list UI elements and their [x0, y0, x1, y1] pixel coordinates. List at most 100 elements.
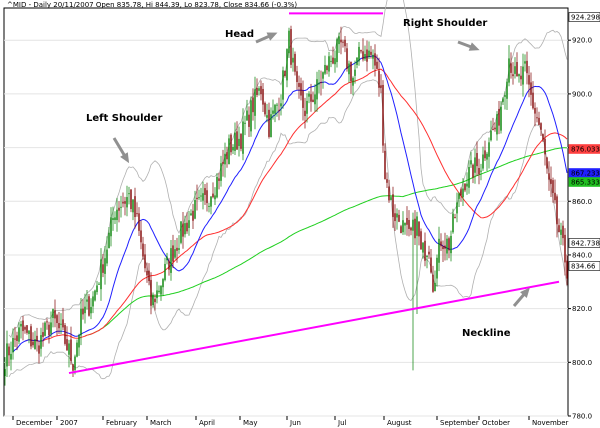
candle-body: [180, 221, 182, 243]
candle-body: [252, 97, 254, 113]
candle-body: [518, 74, 520, 77]
candle: [236, 121, 238, 150]
candle: [442, 240, 444, 262]
candle-body: [332, 57, 334, 64]
candle: [84, 293, 86, 324]
candle: [72, 363, 74, 378]
candle: [420, 228, 422, 250]
candle: [304, 97, 306, 129]
y-tick-label: 820.0: [572, 305, 592, 313]
candle: [162, 277, 164, 296]
candle: [528, 65, 530, 98]
candle: [114, 211, 116, 225]
candle-body: [294, 53, 296, 72]
candle-body: [266, 115, 268, 118]
candle-body: [128, 193, 130, 195]
candle: [10, 341, 12, 371]
candle-body: [50, 322, 52, 334]
candle: [190, 209, 192, 216]
candle: [512, 62, 514, 85]
x-tick-label: Jul: [337, 419, 347, 427]
candle-body: [502, 98, 504, 102]
candle: [404, 222, 406, 235]
candle: [50, 311, 52, 338]
candle: [392, 186, 394, 228]
candle: [322, 71, 324, 89]
candle: [538, 111, 540, 126]
candle: [128, 186, 130, 205]
candle: [516, 52, 518, 77]
candle: [290, 25, 292, 69]
candle-body: [328, 56, 330, 72]
left-shoulder-arrow: [112, 137, 130, 164]
candle-body: [48, 324, 50, 336]
candle-body: [90, 306, 92, 314]
candle-body: [408, 220, 410, 229]
candle: [360, 49, 362, 54]
candle: [486, 151, 488, 172]
candle: [296, 65, 298, 90]
neckline-arrow: [512, 287, 530, 307]
candle: [328, 52, 330, 77]
candle-body: [278, 109, 280, 111]
candle-body: [364, 54, 366, 60]
candle: [274, 103, 276, 123]
candle-body: [120, 206, 122, 208]
candle-body: [184, 223, 186, 235]
candle-body: [326, 65, 328, 71]
candle-body: [436, 257, 438, 279]
price-tag-box: [568, 261, 600, 271]
candle: [26, 325, 28, 335]
candle-body: [6, 343, 8, 367]
candle: [66, 326, 68, 351]
x-tick-label: May: [243, 419, 257, 427]
candle-body: [284, 70, 286, 76]
candle-body: [34, 339, 36, 350]
candle-body: [554, 192, 556, 201]
candle-body: [146, 270, 148, 276]
candle-body: [490, 130, 492, 141]
candle-body: [254, 89, 256, 116]
candle: [22, 315, 24, 341]
candle-body: [352, 77, 354, 86]
y-tick-label: 860.0: [572, 198, 592, 206]
moving-averages: [12, 55, 568, 353]
candle: [144, 244, 146, 273]
candle-body: [8, 346, 10, 356]
candle: [464, 183, 466, 193]
candle-body: [172, 245, 174, 262]
candle: [508, 45, 510, 87]
candle: [358, 41, 360, 66]
candle: [176, 237, 178, 263]
candle-body: [368, 50, 370, 57]
candle-body: [12, 337, 14, 353]
candle-body: [330, 60, 332, 62]
candle: [60, 313, 62, 335]
candle-body: [212, 193, 214, 198]
candle-body: [530, 82, 532, 95]
candle: [52, 308, 54, 328]
candle-body: [98, 283, 100, 285]
candle-body: [414, 218, 416, 239]
candle-body: [528, 75, 530, 85]
candle: [212, 182, 214, 199]
candle: [494, 122, 496, 132]
candle: [372, 49, 374, 70]
candle-body: [486, 153, 488, 160]
candle-body: [106, 249, 108, 264]
candle-body: [262, 88, 264, 105]
y-tick-label: 900.0: [572, 90, 592, 98]
candle-body: [400, 226, 402, 233]
y-tick-label: 800.0: [572, 359, 592, 367]
candle: [318, 69, 320, 94]
candle: [324, 55, 326, 75]
candle: [220, 155, 222, 187]
candle-body: [226, 152, 228, 160]
right-shoulder-arrow: [457, 40, 480, 51]
candle-body: [214, 195, 216, 200]
candle-body: [242, 121, 244, 154]
candle-body: [58, 323, 60, 329]
candle-body: [542, 134, 544, 140]
